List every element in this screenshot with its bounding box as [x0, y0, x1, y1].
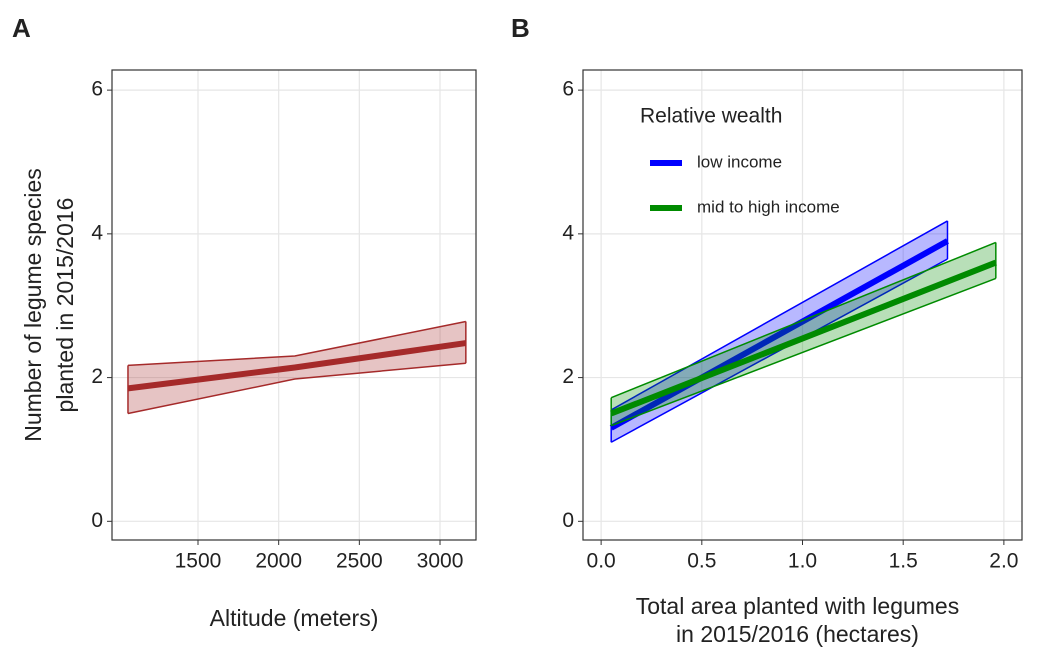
x-axis-label: Total area planted with legumes — [636, 593, 959, 619]
y-axis-label: planted in 2015/2016 — [52, 198, 78, 413]
panel-label: B — [511, 13, 530, 43]
legend-label: low income — [697, 152, 782, 171]
band-edge — [127, 362, 466, 415]
plot-border — [111, 69, 477, 541]
x-tick-label: 3000 — [417, 550, 464, 573]
band-edge — [127, 320, 466, 367]
band-edge — [610, 277, 997, 427]
x-tick-label: 2000 — [255, 550, 302, 573]
y-tick-label: 6 — [91, 78, 103, 101]
plot-background — [112, 70, 476, 540]
fit-line — [610, 259, 997, 417]
x-tick-label: 2.0 — [989, 550, 1018, 573]
fit-line — [127, 340, 467, 392]
confidence-band — [294, 321, 466, 380]
band-edge — [610, 241, 997, 399]
legend-title: Relative wealth — [640, 105, 782, 128]
fit-line — [609, 238, 949, 431]
x-tick-label: 0.0 — [587, 550, 616, 573]
legend-label: mid to high income — [697, 197, 840, 216]
x-axis-label: Altitude (meters) — [210, 605, 379, 631]
y-axis-label: Number of legume species — [20, 168, 46, 442]
y-tick-label: 0 — [562, 509, 574, 532]
x-tick-label: 1500 — [175, 550, 222, 573]
y-tick-label: 2 — [91, 365, 103, 388]
panel-label: A — [12, 13, 31, 43]
x-tick-label: 0.5 — [687, 550, 716, 573]
confidence-band — [611, 242, 996, 426]
y-tick-label: 4 — [91, 221, 103, 244]
x-axis-label: in 2015/2016 (hectares) — [676, 621, 919, 647]
y-tick-label: 4 — [562, 221, 574, 244]
x-tick-label: 1.0 — [788, 550, 817, 573]
x-tick-label: 1.5 — [889, 550, 918, 573]
plot-border — [582, 69, 1023, 541]
band-edge — [610, 220, 948, 411]
y-tick-label: 0 — [91, 509, 103, 532]
x-tick-label: 2500 — [336, 550, 383, 573]
y-tick-label: 2 — [562, 365, 574, 388]
y-tick-label: 6 — [562, 78, 574, 101]
